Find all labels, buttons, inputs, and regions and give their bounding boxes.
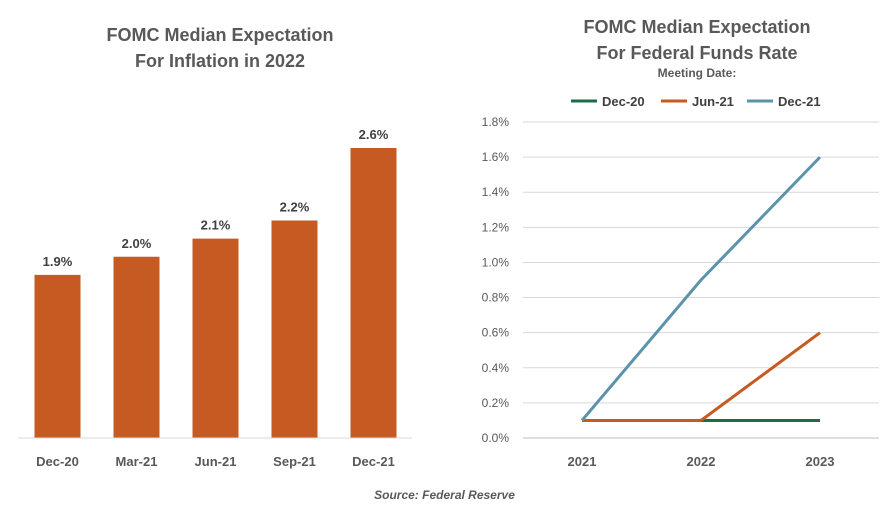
y-tick-label: 0.2% [482,396,510,410]
line-chart-title: FOMC Median Expectation For Federal Fund… [517,14,877,66]
bar-chart: 1.9% Dec-20 2.0% Mar-21 2.1% Jun-21 2.2% Sep-21… [18,127,412,469]
y-tick-label: 0.4% [482,361,510,375]
bar-data-label: 2.1% [201,218,231,233]
legend-label-jun-21: Jun-21 [692,94,734,109]
bar-mar-21 [113,256,160,438]
bar-category-label: Dec-21 [352,454,395,469]
bar-data-label: 2.2% [280,200,310,215]
y-tick-label: 1.8% [482,115,510,129]
y-tick-label: 1.6% [482,150,510,164]
bar-dec-20 [34,274,81,438]
source-note: Source: Federal Reserve [374,488,515,502]
bar-category-label: Jun-21 [195,454,237,469]
line-chart-title-line2: For Federal Funds Rate [596,43,798,63]
bar-data-label: 1.9% [43,254,73,269]
bar-category-label: Mar-21 [116,454,158,469]
y-tick-label: 0.6% [482,326,510,340]
x-tick-label: 2023 [806,454,835,469]
bar-data-label: 2.6% [359,127,389,142]
bar-chart-title: FOMC Median Expectation For Inflation in… [40,22,400,74]
series-line-dec-21 [580,156,822,422]
bar-jun-21 [192,238,239,438]
bar-data-label: 2.0% [122,236,152,251]
series-line-jun-21 [582,331,821,422]
bar-chart-title-line2: For Inflation in 2022 [134,51,306,71]
bar-sep-21 [271,220,318,438]
y-tick-label: 0.0% [482,431,510,445]
y-tick-label: 1.2% [482,220,510,234]
bar-dec-21 [350,148,397,438]
y-tick-label: 1.0% [482,255,510,269]
line-chart-title-line1: FOMC Median Expectation [583,17,811,37]
legend-label-dec-20: Dec-20 [602,94,645,109]
x-tick-label: 2022 [687,454,716,469]
bar-category-label: Sep-21 [273,454,316,469]
bar-category-label: Dec-20 [36,454,79,469]
legend-label-dec-21: Dec-21 [778,94,821,109]
y-tick-label: 0.8% [482,291,510,305]
x-tick-label: 2021 [568,454,597,469]
line-chart: Dec-20 Jun-21 Dec-21 0.0% 0.2% 0.4% 0.6% 0.8% 1… [482,94,879,469]
legend-title: Meeting Date: [657,66,737,80]
bar-chart-title-line1: FOMC Median Expectation [106,25,334,45]
y-tick-label: 1.4% [482,185,510,199]
